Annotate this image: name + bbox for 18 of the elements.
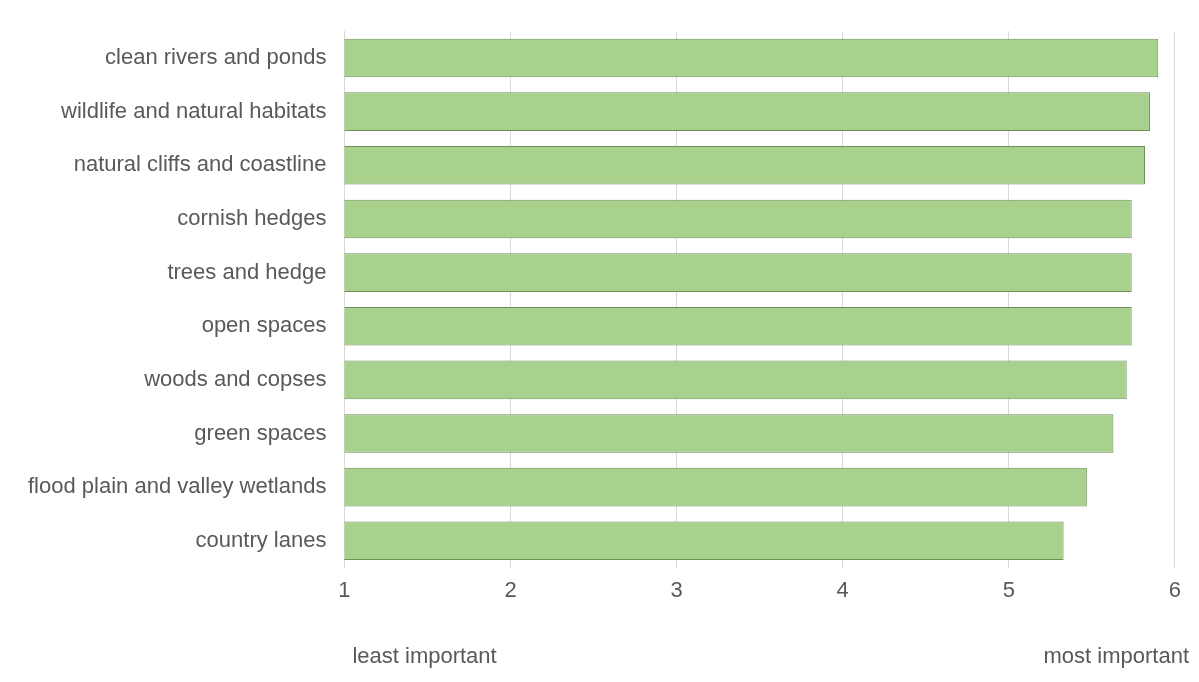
y-tick-label: open spaces [201, 312, 327, 338]
x-tick-label: 5 [1002, 576, 1015, 602]
y-tick-label: natural cliffs and coastline [73, 151, 327, 177]
text: least important [352, 643, 497, 669]
x-tick-label: 2 [504, 576, 517, 602]
text: most important [1043, 643, 1189, 669]
y-tick-label: clean rivers and ponds [105, 44, 327, 70]
y-tick-label: cornish hedges [177, 205, 327, 230]
x-tick-label: 1 [338, 576, 351, 602]
y-tick-label: country lanes [195, 526, 327, 552]
x-tick-label: 4 [836, 576, 849, 602]
y-tick-label: trees and hedge [167, 258, 327, 284]
y-tick-label: flood plain and valley wetlands [28, 473, 327, 499]
x-tick-label: 3 [670, 576, 683, 602]
y-tick-label: woods and copses [143, 365, 327, 391]
y-tick-label: green spaces [194, 419, 327, 445]
y-tick-label: wildlife and natural habitats [60, 97, 327, 123]
x-tick-label: 6 [1168, 576, 1182, 602]
